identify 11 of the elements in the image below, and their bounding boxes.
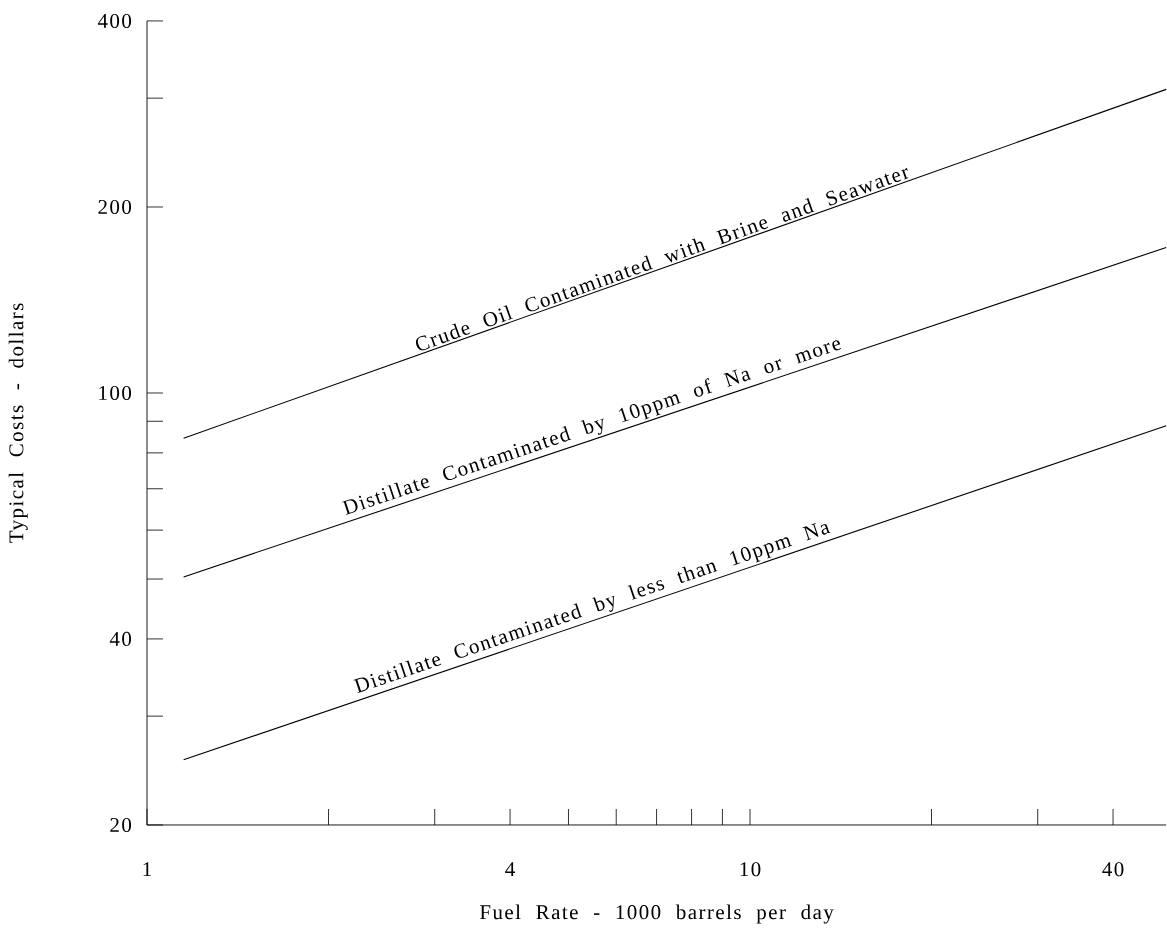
x-tick-label: 4 bbox=[505, 862, 515, 876]
x-tick-label: 1 bbox=[143, 862, 151, 876]
x-tick-label: 40 bbox=[1102, 862, 1124, 877]
y-tick-label: 100 bbox=[99, 385, 132, 401]
y-tick-label: 20 bbox=[110, 817, 132, 833]
y-tick-label: 200 bbox=[98, 199, 132, 215]
y-tick-label: 400 bbox=[97, 13, 132, 28]
y-axis-title: Typical Costs - dollars bbox=[8, 303, 28, 543]
x-tick-label: 10 bbox=[740, 862, 761, 877]
x-axis-title: Fuel Rate - 1000 barrels per day bbox=[480, 904, 834, 924]
y-tick-label: 40 bbox=[109, 631, 132, 646]
